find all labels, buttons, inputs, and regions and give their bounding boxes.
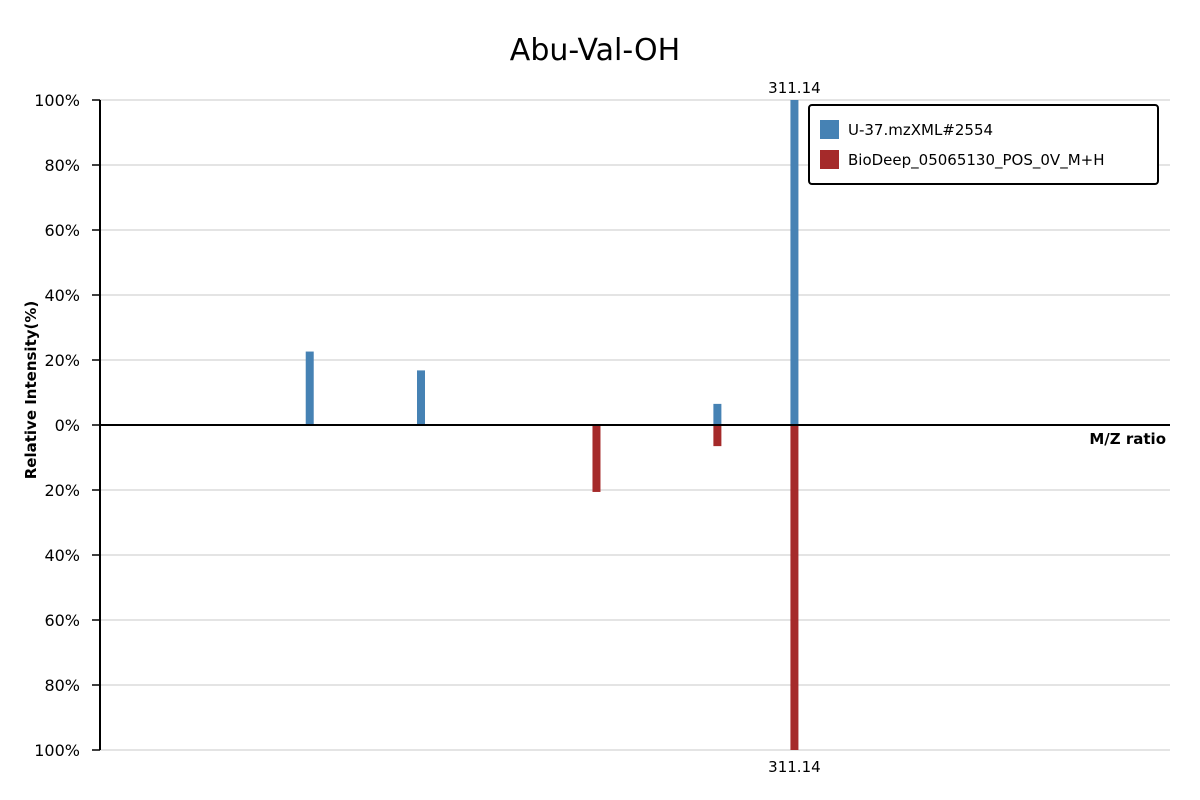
legend-label-reference: BioDeep_05065130_POS_0V_M+H — [848, 151, 1104, 170]
y-tick-label: 40% — [44, 286, 80, 305]
reference-peak-bar — [592, 425, 601, 492]
y-tick-labels: 100% 80% 60% 40% 20% 0% 20% 40% 60% 80% 100% — [34, 91, 100, 760]
legend-box — [808, 104, 1159, 185]
y-tick-label: 60% — [44, 221, 80, 240]
legend-swatch-reference — [820, 150, 839, 169]
peak-bars — [305, 100, 799, 750]
query-peak-bar — [790, 100, 799, 425]
y-tick-label: 20% — [44, 351, 80, 370]
y-tick-label: 80% — [44, 156, 80, 175]
query-peak-bar — [305, 351, 314, 425]
y-tick-label: 100% — [34, 741, 80, 760]
query-peak-bar — [713, 403, 722, 425]
legend: U-37.mzXML#2554 BioDeep_05065130_POS_0V_… — [808, 104, 1159, 185]
y-tick-label: 20% — [44, 481, 80, 500]
reference-peak-bar — [713, 425, 722, 447]
y-tick-label: 100% — [34, 91, 80, 110]
y-tick-label: 40% — [44, 546, 80, 565]
y-tick-label: 80% — [44, 676, 80, 695]
x-axis-label: M/Z ratio — [1089, 430, 1166, 448]
legend-label-query: U-37.mzXML#2554 — [848, 121, 993, 139]
reference-peak-bar — [790, 425, 799, 750]
chart-title: Abu-Val-OH — [510, 33, 680, 68]
query-peak-bar — [417, 370, 425, 425]
query-peak-label: 311.14 — [768, 79, 821, 97]
peak-labels: 311.14 311.14 — [768, 79, 821, 776]
reference-peak-label: 311.14 — [768, 758, 821, 776]
y-tick-label: 0% — [55, 416, 80, 435]
y-tick-label: 60% — [44, 611, 80, 630]
grid-lines — [100, 99, 1170, 751]
y-axis-label: Relative Intensity(%) — [22, 301, 40, 480]
legend-swatch-query — [820, 120, 839, 139]
